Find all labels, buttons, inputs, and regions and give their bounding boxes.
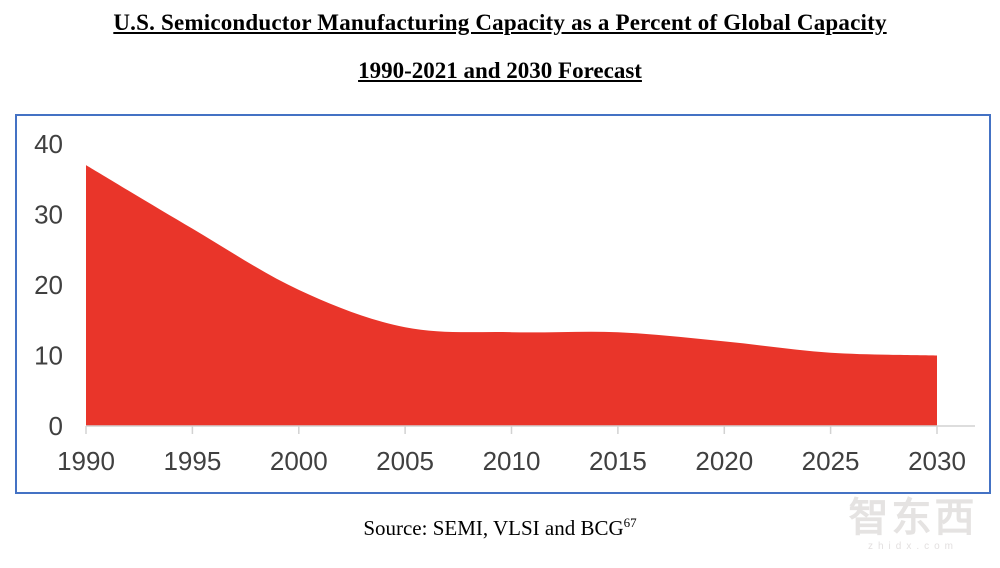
y-axis-tick-label: 10 bbox=[34, 341, 63, 371]
y-axis-tick-label: 40 bbox=[34, 129, 63, 159]
x-axis-tick-label: 2010 bbox=[483, 446, 541, 476]
source-text: Source: SEMI, VLSI and BCG bbox=[363, 516, 624, 540]
watermark-domain-text: zhidx.com bbox=[867, 541, 958, 552]
x-axis-tick-label: 2005 bbox=[376, 446, 434, 476]
x-axis-tick-label: 2025 bbox=[802, 446, 860, 476]
page-subtitle: 1990-2021 and 2030 Forecast bbox=[358, 58, 642, 83]
area-chart: 1990 1995 2000 2005 2010 2015 2020 2025 20300102… bbox=[34, 129, 975, 476]
y-axis-tick-label: 0 bbox=[49, 411, 63, 441]
x-axis-tick-label: 2000 bbox=[270, 446, 328, 476]
source-footnote-number: 67 bbox=[623, 515, 637, 530]
x-axis-tick-label: 1995 bbox=[163, 446, 221, 476]
capacity-area-series bbox=[86, 165, 937, 426]
y-axis-tick-label: 30 bbox=[34, 200, 63, 230]
chart-frame: 1990 1995 2000 2005 2010 2015 2020 2025 2030 0 10 2… bbox=[15, 114, 991, 494]
source-note: Source: SEMI, VLSI and BCG67 bbox=[0, 515, 1000, 541]
title-block: U.S. Semiconductor Manufacturing Capacit… bbox=[0, 10, 1000, 84]
x-axis-tick-label: 2020 bbox=[695, 446, 753, 476]
x-axis-tick-label: 1990 bbox=[57, 446, 115, 476]
page-title: U.S. Semiconductor Manufacturing Capacit… bbox=[113, 10, 887, 35]
x-axis-tick-label: 2015 bbox=[589, 446, 647, 476]
y-axis-tick-label: 20 bbox=[34, 270, 63, 300]
x-axis-tick-label: 2030 bbox=[908, 446, 966, 476]
